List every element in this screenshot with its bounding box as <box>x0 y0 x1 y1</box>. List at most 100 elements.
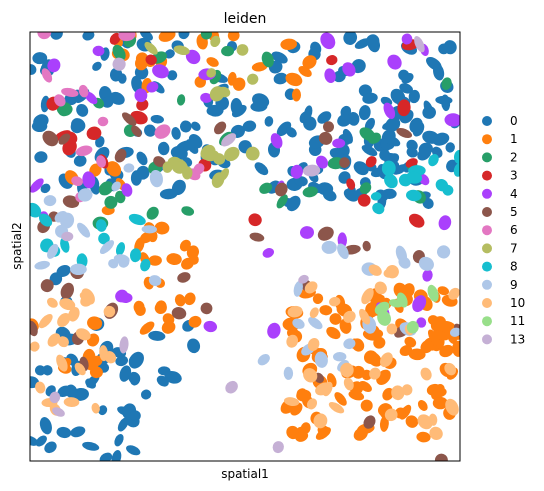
cell-point-cluster-4 <box>387 54 402 70</box>
cell-point-cluster-10 <box>75 328 91 341</box>
cell-point-cluster-10 <box>359 308 371 325</box>
cell-point-cluster-10 <box>306 398 318 410</box>
cell-point-cluster-10 <box>429 426 443 441</box>
cell-point-cluster-0 <box>56 426 72 439</box>
cell-point-cluster-1 <box>379 415 389 432</box>
cell-point-cluster-5 <box>114 148 127 163</box>
cell-point-cluster-1 <box>139 321 155 335</box>
legend-label-7: 7 <box>510 241 518 255</box>
cell-point-cluster-1 <box>295 430 309 442</box>
cell-point-cluster-5 <box>62 195 80 208</box>
cell-point-cluster-9 <box>292 318 305 329</box>
cell-point-cluster-0 <box>85 378 96 389</box>
cell-point-cluster-0 <box>32 52 48 65</box>
cell-point-cluster-9 <box>148 275 162 287</box>
cell-point-cluster-3 <box>357 193 371 207</box>
legend-label-2: 2 <box>510 150 518 164</box>
cell-point-cluster-3 <box>86 126 102 141</box>
cell-point-cluster-3 <box>248 213 262 227</box>
cell-point-cluster-10 <box>444 362 457 376</box>
cell-point-cluster-0 <box>303 105 313 120</box>
cell-point-cluster-4 <box>134 88 148 103</box>
cell-point-cluster-1 <box>326 326 341 340</box>
cell-point-cluster-1 <box>417 400 428 411</box>
cell-point-cluster-0 <box>150 114 164 124</box>
cell-point-cluster-10 <box>286 334 299 348</box>
cell-point-cluster-0 <box>35 435 47 447</box>
cell-point-cluster-2 <box>176 94 186 106</box>
cell-point-cluster-5 <box>171 307 187 320</box>
cell-point-cluster-2 <box>104 195 118 209</box>
cell-point-cluster-8 <box>30 202 42 218</box>
cell-point-cluster-1 <box>394 407 406 419</box>
cell-point-cluster-8 <box>128 213 146 226</box>
cell-point-cluster-0 <box>317 111 332 124</box>
cell-point-cluster-1 <box>162 313 175 325</box>
legend-label-6: 6 <box>510 223 518 237</box>
cell-point-cluster-9 <box>333 351 347 362</box>
cell-point-cluster-0 <box>30 64 37 75</box>
cell-point-cluster-5 <box>131 125 142 137</box>
cell-point-cluster-13 <box>119 336 129 354</box>
cell-point-cluster-0 <box>337 113 352 127</box>
cell-point-cluster-1 <box>189 254 199 265</box>
cell-point-cluster-10 <box>361 287 374 305</box>
cell-point-cluster-0 <box>128 355 142 368</box>
cell-point-cluster-1 <box>433 330 449 341</box>
cell-point-cluster-0 <box>34 365 46 376</box>
cell-point-cluster-0 <box>294 176 308 187</box>
cell-point-cluster-0 <box>230 98 243 116</box>
cell-point-cluster-2 <box>221 45 235 57</box>
cell-point-cluster-2 <box>261 51 274 68</box>
cell-point-cluster-8 <box>39 213 53 227</box>
cell-point-cluster-9 <box>314 351 328 368</box>
cell-point-cluster-8 <box>381 160 396 176</box>
cell-point-cluster-4 <box>320 32 336 50</box>
cell-point-cluster-7 <box>213 153 226 165</box>
cell-point-cluster-4 <box>47 58 61 73</box>
cell-point-cluster-0 <box>164 49 175 59</box>
cell-point-cluster-3 <box>145 54 157 66</box>
cell-point-cluster-0 <box>399 83 413 94</box>
cell-point-cluster-0 <box>252 93 270 108</box>
cell-point-cluster-2 <box>259 182 273 194</box>
cell-point-cluster-0 <box>423 100 434 117</box>
cell-points-layer <box>30 32 460 461</box>
cell-point-cluster-5 <box>362 240 371 252</box>
legend-label-4: 4 <box>510 187 518 201</box>
cell-point-cluster-6 <box>96 155 107 168</box>
cell-point-cluster-1 <box>184 292 196 306</box>
cell-point-cluster-1 <box>382 387 394 401</box>
cell-point-cluster-2 <box>98 181 114 196</box>
cell-point-cluster-10 <box>417 414 433 430</box>
cell-point-cluster-13 <box>61 231 74 242</box>
cell-point-cluster-6 <box>61 87 79 97</box>
cell-point-cluster-0 <box>126 445 141 456</box>
x-axis-label: spatial1 <box>221 467 269 481</box>
cell-point-cluster-0 <box>286 127 297 138</box>
cell-point-cluster-1 <box>399 345 413 357</box>
cell-point-cluster-10 <box>328 402 345 414</box>
cell-point-cluster-0 <box>358 105 371 121</box>
cell-point-cluster-0 <box>383 135 401 147</box>
cell-point-cluster-1 <box>365 302 379 318</box>
cell-point-cluster-0 <box>191 121 201 131</box>
cell-point-cluster-4 <box>270 133 283 149</box>
cell-point-cluster-10 <box>57 312 71 328</box>
cell-point-cluster-6 <box>78 84 89 98</box>
cell-point-cluster-0 <box>157 141 170 156</box>
cell-point-cluster-8 <box>372 202 385 215</box>
cell-point-cluster-0 <box>50 32 63 40</box>
cell-point-cluster-9 <box>141 225 157 234</box>
cell-point-cluster-0 <box>286 195 301 212</box>
cell-point-cluster-11 <box>377 310 392 326</box>
legend-label-10: 10 <box>510 296 525 310</box>
cell-point-cluster-0 <box>347 112 360 126</box>
cell-point-cluster-1 <box>135 52 149 65</box>
cell-point-cluster-10 <box>391 385 405 401</box>
cell-point-cluster-9 <box>54 211 68 223</box>
cell-point-cluster-2 <box>181 206 195 216</box>
cell-point-cluster-0 <box>76 103 89 117</box>
cell-point-cluster-4 <box>401 33 413 45</box>
